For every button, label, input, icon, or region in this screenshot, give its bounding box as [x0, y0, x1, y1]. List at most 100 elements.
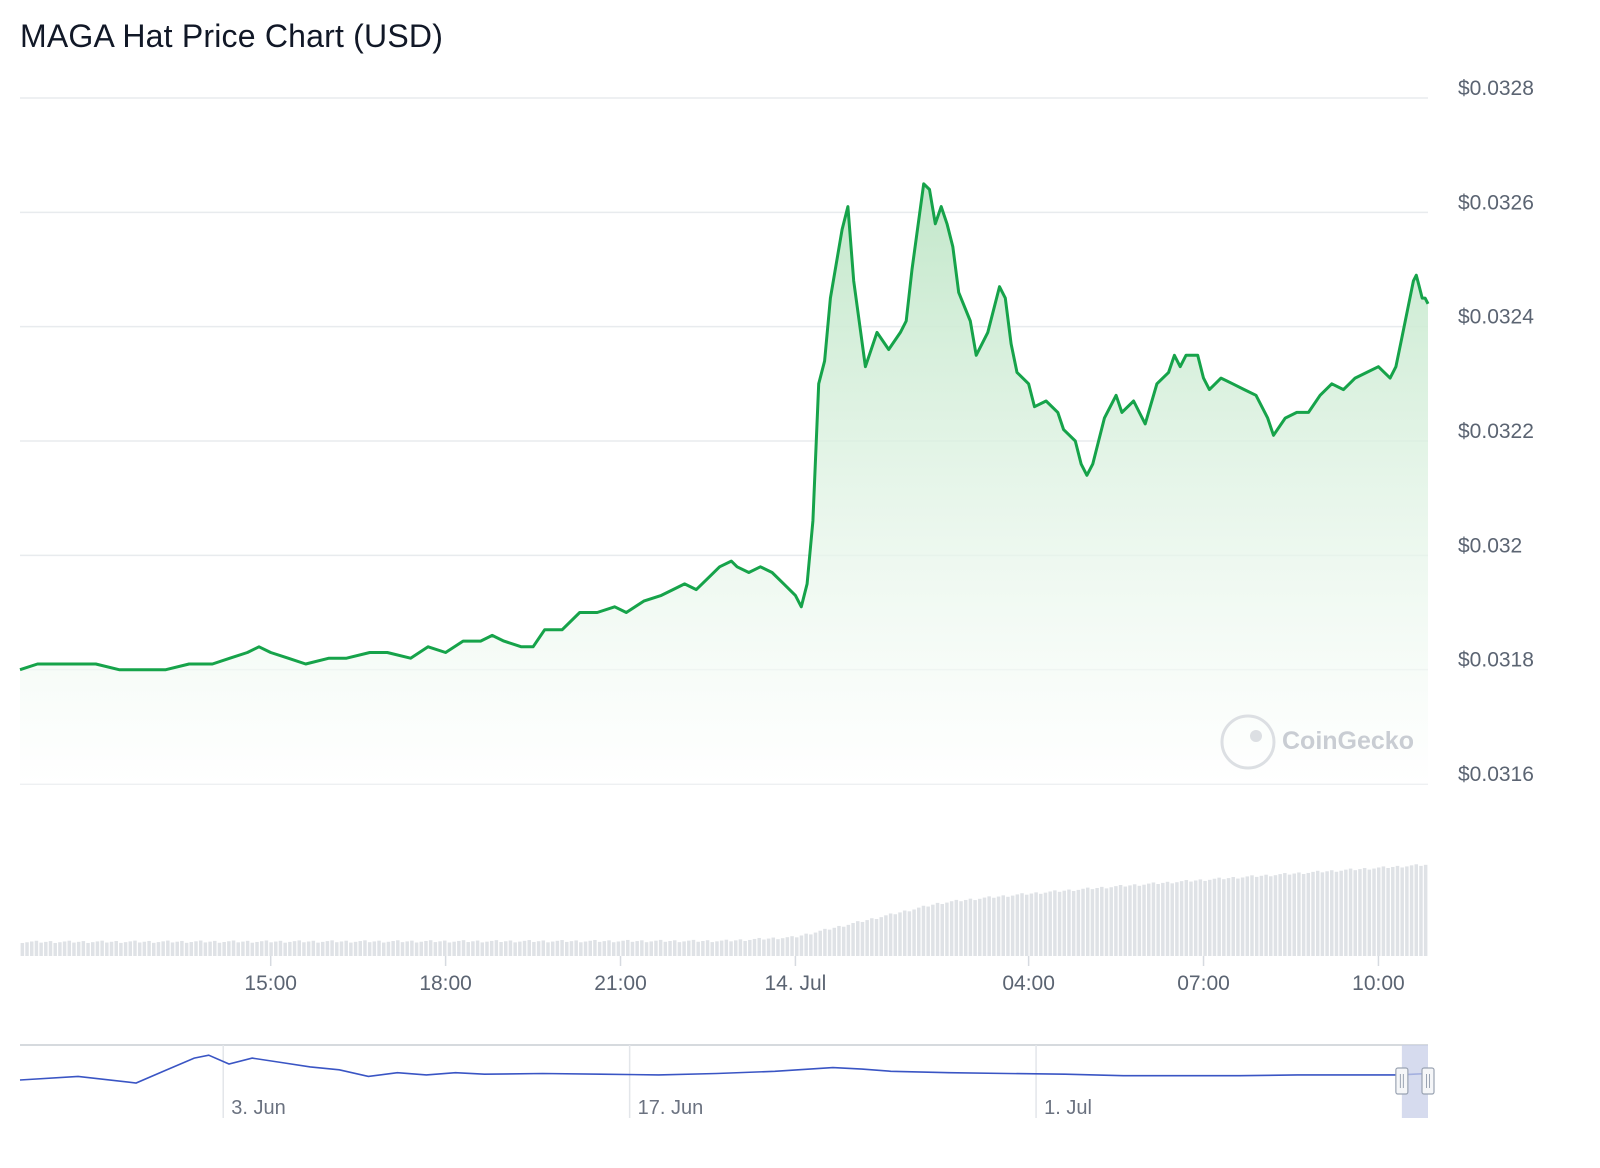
volume-bar — [58, 942, 62, 956]
volume-bar — [1320, 872, 1325, 956]
volume-bar — [602, 941, 607, 956]
volume-bar — [95, 941, 100, 956]
volume-bar — [1376, 867, 1381, 956]
volume-bar — [978, 898, 982, 956]
volume-bar — [222, 942, 226, 956]
volume-bar — [757, 937, 761, 956]
volume-bar — [306, 941, 311, 956]
volume-bar — [1391, 866, 1395, 956]
volume-bar — [616, 941, 621, 956]
volume-bar — [76, 941, 81, 956]
volume-bar — [339, 941, 344, 956]
volume-bar — [109, 941, 114, 956]
navigator-left-handle[interactable] — [1395, 1067, 1409, 1095]
volume-bar — [630, 941, 635, 956]
volume-bar — [1395, 865, 1400, 956]
volume-bar — [1269, 876, 1273, 956]
volume-bar — [640, 940, 644, 956]
volume-bar — [917, 907, 921, 956]
volume-bar — [1142, 884, 1146, 956]
volume-bar — [677, 942, 682, 956]
volume-bar — [1147, 883, 1151, 956]
volume-bar — [691, 939, 696, 956]
x-tick-label: 15:00 — [244, 972, 297, 995]
volume-bar — [541, 940, 546, 956]
volume-bar — [588, 940, 592, 956]
volume-bar — [471, 941, 475, 956]
volume-bar — [663, 941, 668, 956]
volume-bar — [391, 941, 395, 956]
volume-bar — [137, 942, 142, 956]
navigator[interactable]: 3. Jun 17. Jun 1. Jul — [19, 1044, 1435, 1119]
volume-bar — [945, 902, 949, 956]
volume-bar — [175, 941, 179, 956]
price-area-fill — [20, 183, 1428, 785]
volume-bar — [1175, 882, 1179, 956]
volume-bar — [724, 939, 729, 956]
volume-bar — [1311, 871, 1315, 956]
volume-bar — [546, 942, 550, 956]
volume-bar — [1109, 887, 1113, 956]
navigator-right-handle[interactable] — [1421, 1067, 1435, 1095]
volume-bar — [1193, 880, 1198, 956]
volume-bar — [1400, 867, 1404, 956]
volume-bar — [1076, 889, 1081, 956]
volume-bar — [870, 918, 874, 956]
volume-bar — [25, 942, 29, 956]
volume-bar — [565, 941, 569, 956]
volume-bar — [893, 914, 898, 956]
volume-bar — [1250, 875, 1254, 956]
y-tick-label: $0.0318 — [1458, 649, 1534, 672]
volume-bar — [452, 941, 456, 956]
volume-bar — [189, 942, 194, 956]
volume-bar — [358, 941, 363, 956]
volume-bar — [902, 910, 907, 956]
volume-bar — [443, 940, 447, 956]
volume-bar — [1217, 877, 1221, 956]
volume-bar — [320, 941, 325, 956]
volume-bar — [738, 939, 743, 956]
volume-bar — [447, 942, 452, 956]
volume-bar — [1053, 890, 1057, 956]
volume-bar — [752, 938, 757, 956]
volume-bar — [813, 932, 818, 956]
volume-bar — [1372, 868, 1376, 956]
y-tick-label: $0.0328 — [1458, 77, 1534, 100]
y-tick-label: $0.0324 — [1458, 306, 1534, 329]
volume-bar — [963, 899, 968, 956]
volume-bar — [569, 941, 574, 956]
volume-bar — [654, 940, 658, 956]
volume-bars — [20, 864, 1428, 956]
volume-bar — [1334, 871, 1339, 956]
volume-bar — [846, 924, 851, 956]
volume-bar — [766, 938, 771, 956]
volume-bar — [1423, 864, 1428, 956]
x-tick-label: 04:00 — [1002, 972, 1055, 995]
volume-bar — [780, 938, 785, 956]
volume-bar — [926, 906, 930, 956]
volume-bar — [1170, 883, 1174, 956]
volume-bar — [485, 941, 489, 956]
volume-bar — [1344, 869, 1348, 956]
volume-bar — [696, 941, 700, 956]
volume-bar — [86, 942, 90, 956]
volume-bar — [1095, 887, 1099, 956]
volume-bar — [701, 940, 705, 956]
volume-bar — [438, 941, 442, 956]
volume-bar — [152, 942, 156, 956]
volume-bar — [1104, 888, 1109, 956]
volume-bar — [921, 905, 926, 956]
volume-bar — [1301, 874, 1306, 956]
coingecko-logo-eye — [1250, 730, 1262, 742]
volume-bar — [39, 942, 43, 956]
chart-title: MAGA Hat Price Chart (USD) — [20, 18, 444, 54]
volume-bar — [1325, 871, 1329, 956]
volume-bar — [1034, 892, 1038, 956]
volume-bar — [687, 940, 691, 956]
volume-bar — [874, 919, 879, 956]
volume-bar — [1339, 870, 1343, 956]
volume-bar — [504, 941, 508, 956]
volume-bar — [1010, 895, 1015, 956]
volume-bar — [1151, 882, 1156, 956]
